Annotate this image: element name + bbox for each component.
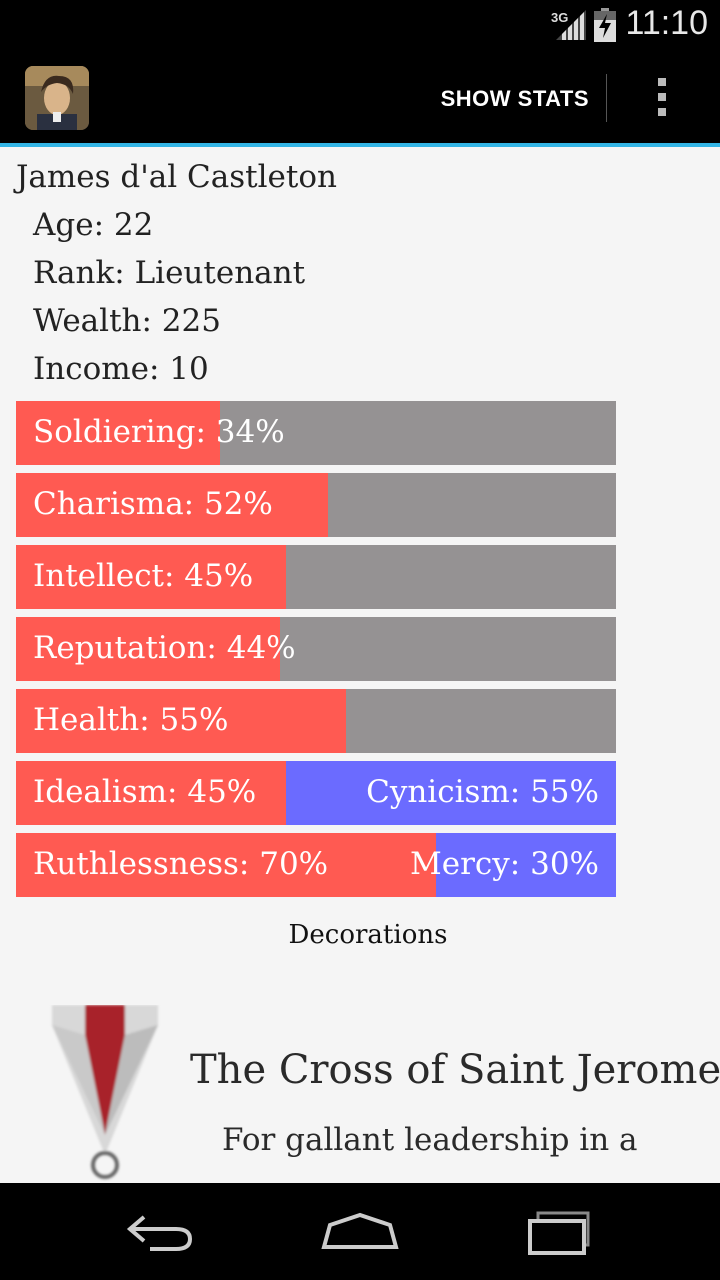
show-stats-button[interactable]: SHOW STATS <box>440 86 589 111</box>
character-portrait-icon[interactable] <box>25 66 89 130</box>
decorations-heading: Decorations <box>288 920 448 950</box>
signal-icon <box>556 10 586 40</box>
home-icon[interactable] <box>320 1203 400 1259</box>
recent-apps-icon[interactable] <box>522 1203 602 1259</box>
stat-bar-fill <box>16 689 346 753</box>
stat-bar-fill <box>16 617 280 681</box>
stat-label: Charisma: 52% <box>33 486 273 522</box>
stat-bar-fill <box>16 545 286 609</box>
stat-label: Intellect: 45% <box>33 558 254 594</box>
stat-label: Health: 55% <box>33 702 229 738</box>
action-bar: SHOW STATS <box>0 50 720 147</box>
opposed-stat-fill <box>16 761 286 825</box>
medal-title: The Cross of Saint Jerome <box>190 1047 720 1093</box>
character-name: James d'al Castleton <box>16 159 337 195</box>
battery-charging-icon <box>594 8 616 42</box>
stat-label: Reputation: 44% <box>33 630 296 666</box>
stat-bar-fill <box>16 401 220 465</box>
opposed-stat-left-label: Ruthlessness: 70% <box>33 846 329 882</box>
stat-bar-fill <box>16 473 328 537</box>
character-wealth: Wealth: 225 <box>33 303 221 339</box>
action-bar-divider <box>606 74 607 122</box>
overflow-menu-icon[interactable] <box>658 78 668 120</box>
character-income: Income: 10 <box>33 351 209 387</box>
clock: 11:10 <box>625 4 708 42</box>
character-sheet: James d'al Castleton Age: 22 Rank: Lieut… <box>0 147 720 1183</box>
character-rank: Rank: Lieutenant <box>33 255 306 291</box>
action-bar-accent-line <box>0 143 720 147</box>
status-bar: 3G 11:10 <box>0 0 720 50</box>
stat-bar: Health: 55% <box>16 689 616 753</box>
back-icon[interactable] <box>120 1203 200 1259</box>
stat-bar: Soldiering: 34% <box>16 401 616 465</box>
navigation-bar <box>0 1183 720 1280</box>
opposed-stat-left-label: Idealism: 45% <box>33 774 257 810</box>
opposed-stat-bar: Ruthlessness: 70% Mercy: 30% <box>16 833 616 897</box>
stat-label: Soldiering: 34% <box>33 414 285 450</box>
character-age: Age: 22 <box>33 207 154 243</box>
medal-citation: For gallant leadership in a <box>222 1122 638 1158</box>
opposed-stat-bar: Idealism: 45% Cynicism: 55% <box>16 761 616 825</box>
medal-ribbon-icon <box>52 1005 158 1179</box>
stat-bar: Charisma: 52% <box>16 473 616 537</box>
opposed-stat-fill <box>16 833 436 897</box>
stat-bar: Intellect: 45% <box>16 545 616 609</box>
network-type: 3G <box>551 10 569 25</box>
opposed-stat-right-label: Cynicism: 55% <box>366 774 599 810</box>
stat-bar: Reputation: 44% <box>16 617 616 681</box>
opposed-stat-right-label: Mercy: 30% <box>410 846 599 882</box>
